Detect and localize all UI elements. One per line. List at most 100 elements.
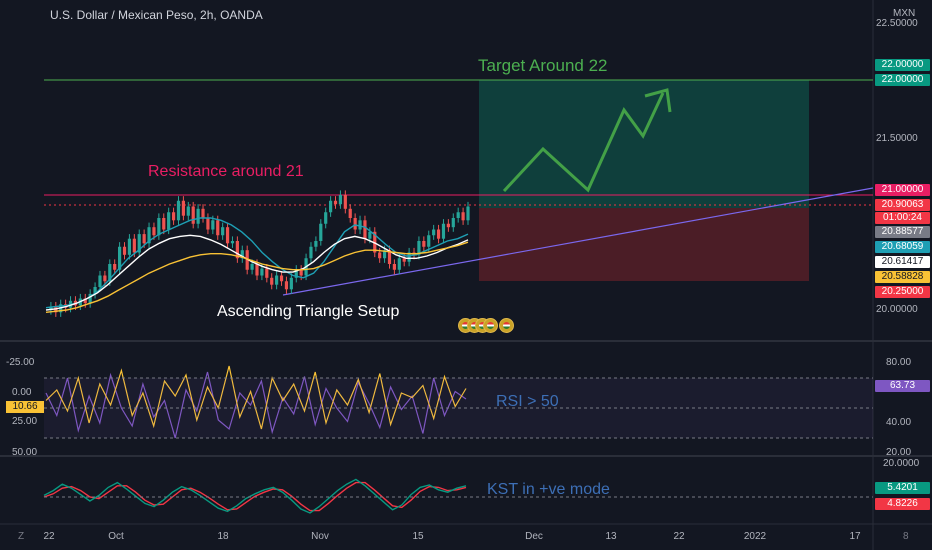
candle-body[interactable]	[162, 218, 166, 230]
candle-body[interactable]	[167, 212, 171, 230]
candle-body[interactable]	[338, 195, 343, 205]
candle-body[interactable]	[127, 238, 132, 255]
candle-body[interactable]	[181, 200, 185, 216]
candle-body[interactable]	[245, 250, 249, 270]
candle-body[interactable]	[427, 235, 431, 247]
candle-body[interactable]	[432, 229, 436, 236]
candle-body[interactable]	[225, 227, 230, 244]
candle-body[interactable]	[206, 218, 210, 230]
candle-body[interactable]	[122, 246, 127, 255]
candle-body[interactable]	[284, 281, 289, 290]
time-axis-corner-left[interactable]: Z	[18, 531, 25, 542]
candle-body[interactable]	[108, 264, 112, 282]
candle-body[interactable]	[270, 277, 274, 285]
candle-body[interactable]	[407, 252, 411, 262]
candle-body[interactable]	[441, 223, 446, 239]
candle-body[interactable]	[186, 206, 190, 216]
support-trendline[interactable]	[282, 187, 874, 296]
candle-body[interactable]	[348, 208, 352, 218]
sma-slow-line[interactable]	[45, 241, 469, 313]
event-flag-icon[interactable]	[483, 318, 498, 333]
candle-body[interactable]	[314, 241, 318, 247]
candle-body[interactable]	[392, 264, 396, 270]
resistance-annotation[interactable]: Resistance around 21	[148, 163, 304, 180]
candle-body[interactable]	[275, 275, 279, 285]
sma-mid-line[interactable]	[45, 234, 469, 311]
candle-body[interactable]	[147, 227, 151, 244]
candle-body[interactable]	[201, 208, 205, 218]
candle-body[interactable]	[93, 287, 97, 294]
candle-body[interactable]	[329, 200, 333, 213]
candle-body[interactable]	[309, 246, 313, 259]
candle-body[interactable]	[83, 298, 87, 304]
candle-body[interactable]	[132, 238, 136, 253]
candle-body[interactable]	[240, 250, 244, 259]
kst-signal-line[interactable]	[43, 481, 467, 512]
candle-body[interactable]	[118, 246, 122, 270]
candle-body[interactable]	[461, 212, 465, 221]
oscillator-line[interactable]	[45, 371, 467, 439]
price-series[interactable]	[45, 190, 470, 317]
symbol-title[interactable]: U.S. Dollar / Mexican Peso, 2h, OANDA	[50, 8, 263, 22]
candle-body[interactable]	[456, 212, 460, 218]
stop-zone[interactable]	[479, 208, 809, 281]
candle-body[interactable]	[373, 231, 377, 253]
rsi-annotation[interactable]: RSI > 50	[496, 393, 559, 410]
candle-body[interactable]	[363, 220, 367, 239]
candle-body[interactable]	[446, 223, 450, 228]
time-axis-corner-right[interactable]: 8	[903, 531, 909, 542]
target-zone[interactable]	[479, 80, 809, 208]
candle-body[interactable]	[417, 241, 421, 255]
candle-body[interactable]	[368, 231, 372, 239]
candle-body[interactable]	[137, 234, 141, 253]
candle-body[interactable]	[279, 275, 284, 282]
target-annotation[interactable]: Target Around 22	[478, 56, 608, 75]
setup-annotation[interactable]: Ascending Triangle Setup	[217, 303, 400, 320]
candle-body[interactable]	[216, 220, 220, 236]
candle-body[interactable]	[466, 206, 470, 221]
candle-body[interactable]	[255, 264, 259, 276]
kst-annotation[interactable]: KST in +ve mode	[487, 481, 610, 498]
candle-body[interactable]	[402, 258, 406, 262]
kst-series[interactable]	[43, 478, 467, 514]
candle-body[interactable]	[88, 293, 92, 304]
candle-body[interactable]	[422, 241, 426, 247]
candle-body[interactable]	[221, 227, 225, 236]
candle-body[interactable]	[387, 250, 392, 264]
candle-body[interactable]	[289, 277, 293, 290]
candle-body[interactable]	[353, 218, 357, 230]
candle-body[interactable]	[299, 269, 303, 276]
candle-body[interactable]	[294, 269, 298, 278]
projection-path[interactable]	[502, 92, 665, 193]
candle-body[interactable]	[333, 200, 338, 205]
kst-line[interactable]	[43, 478, 467, 514]
candle-body[interactable]	[265, 268, 269, 278]
rsi-line[interactable]	[45, 365, 467, 430]
candle-body[interactable]	[103, 275, 107, 282]
candle-body[interactable]	[358, 220, 362, 230]
candle-body[interactable]	[382, 250, 387, 259]
candle-body[interactable]	[196, 208, 200, 224]
candle-body[interactable]	[49, 306, 53, 310]
candle-body[interactable]	[191, 206, 195, 224]
candle-body[interactable]	[98, 275, 102, 288]
candle-body[interactable]	[113, 264, 117, 270]
rsi-series[interactable]	[45, 365, 467, 439]
candle-body[interactable]	[343, 195, 347, 209]
event-flag-icon[interactable]	[499, 318, 514, 333]
candle-body[interactable]	[142, 234, 146, 244]
candle-body[interactable]	[397, 258, 401, 270]
candle-body[interactable]	[378, 252, 382, 259]
candle-body[interactable]	[319, 223, 323, 241]
candle-body[interactable]	[451, 218, 455, 228]
candle-body[interactable]	[250, 264, 254, 270]
candle-body[interactable]	[176, 200, 181, 221]
candle-body[interactable]	[235, 241, 239, 259]
candle-body[interactable]	[157, 218, 161, 236]
candle-body[interactable]	[171, 212, 176, 221]
candle-body[interactable]	[230, 241, 235, 244]
candle-body[interactable]	[211, 220, 215, 230]
candle-body[interactable]	[436, 229, 441, 239]
candle-body[interactable]	[324, 212, 328, 224]
